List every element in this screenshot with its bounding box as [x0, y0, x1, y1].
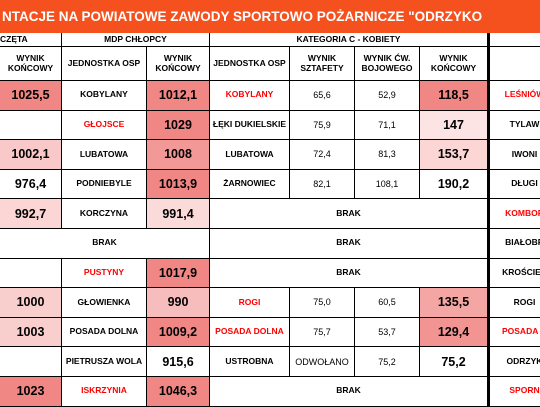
- cell: KOMBOR: [488, 199, 540, 229]
- cell: IWONI: [488, 140, 540, 170]
- cell: 190,2: [420, 169, 488, 200]
- cell: 129,4: [420, 317, 488, 348]
- cell: 915,6: [147, 347, 210, 377]
- cell: [0, 347, 62, 377]
- header-cell: [488, 47, 540, 81]
- column-header: WYNIK KOŃCOWY: [420, 47, 488, 81]
- cell: 1000: [0, 288, 62, 318]
- cell: 75,7: [290, 317, 355, 348]
- cell: 82,1: [290, 169, 355, 200]
- column-header: JEDNOSTKA OSP: [62, 47, 147, 81]
- column-header: WYNIK KOŃCOWY: [0, 47, 62, 81]
- cell: ODRZYK: [488, 347, 540, 377]
- column-header: WYNIK ĆW. BOJOWEGO: [355, 47, 420, 81]
- column-header: WYNIK SZTAFETY: [290, 47, 355, 81]
- cell: 153,7: [420, 140, 488, 170]
- cell: 135,5: [420, 288, 488, 318]
- merged-cell: BRAK: [210, 199, 488, 229]
- cell: 118,5: [420, 81, 488, 111]
- cell: LEŚNIÓW: [488, 81, 540, 111]
- cell: USTROBNA: [210, 347, 290, 377]
- cell: SPORN: [488, 377, 540, 407]
- cell: GŁOWIENKA: [62, 288, 147, 318]
- group-header: MDP CHŁOPCY: [62, 33, 210, 47]
- cell: LUBATOWA: [62, 140, 147, 170]
- cell: KORCZYNA: [62, 199, 147, 229]
- cell: 1013,9: [147, 169, 210, 200]
- cell: 1002,1: [0, 140, 62, 170]
- cell: 71,1: [355, 110, 420, 141]
- cell: POSADA DOLNA: [210, 317, 290, 348]
- cell: ISKRZYNIA: [62, 377, 147, 407]
- cell: ROGI: [210, 288, 290, 318]
- cell: 75,2: [420, 347, 488, 377]
- cell: 991,4: [147, 199, 210, 229]
- column-header: JEDNOSTKA OSP: [210, 47, 290, 81]
- cell: 1023: [0, 377, 62, 407]
- cell: TYLAW: [488, 110, 540, 141]
- cell: 75,0: [290, 288, 355, 318]
- cell: 81,3: [355, 140, 420, 170]
- cell: 1025,5: [0, 81, 62, 111]
- cell: KOBYLANY: [62, 81, 147, 111]
- cell: PODNIEBYLE: [62, 169, 147, 200]
- cell: PIETRUSZA WOLA: [62, 347, 147, 377]
- cell: KROŚCIEN: [488, 258, 540, 289]
- merged-cell: BRAK: [210, 229, 488, 259]
- cell: 1046,3: [147, 377, 210, 407]
- cell: 1012,1: [147, 81, 210, 111]
- cell: 990: [147, 288, 210, 318]
- cell: ŻARNOWIEC: [210, 169, 290, 200]
- cell: 53,7: [355, 317, 420, 348]
- group-header: CZĘTA: [0, 33, 62, 47]
- cell: POSADA G: [488, 317, 540, 348]
- cell: 1029: [147, 110, 210, 141]
- cell: 1009,2: [147, 317, 210, 348]
- cell: 1003: [0, 317, 62, 348]
- cell: PUSTYNY: [62, 258, 147, 289]
- cell: 108,1: [355, 169, 420, 200]
- cell: 992,7: [0, 199, 62, 229]
- merged-cell: BRAK: [210, 377, 488, 407]
- cell: ŁĘKI DUKIELSKIE: [210, 110, 290, 141]
- cell: 976,4: [0, 169, 62, 200]
- title: NTACJE NA POWIATOWE ZAWODY SPORTOWO POŻA…: [0, 0, 540, 33]
- group-header: KATEGORIA C - KOBIETY: [210, 33, 488, 47]
- cell: 60,5: [355, 288, 420, 318]
- cell: KOBYLANY: [210, 81, 290, 111]
- cell: ROGI: [488, 288, 540, 318]
- cell: [0, 258, 62, 289]
- cell: 1017,9: [147, 258, 210, 289]
- cell: 65,6: [290, 81, 355, 111]
- header-cell: [488, 33, 540, 47]
- cell: BIAŁOBR: [488, 229, 540, 259]
- cell: 52,9: [355, 81, 420, 111]
- cell: 75,9: [290, 110, 355, 141]
- cell: 147: [420, 110, 488, 141]
- cell: 1008: [147, 140, 210, 170]
- cell: ODWOŁANO: [290, 347, 355, 377]
- cell: POSADA DOLNA: [62, 317, 147, 348]
- cell: 72,4: [290, 140, 355, 170]
- cell: 75,2: [355, 347, 420, 377]
- cell: LUBATOWA: [210, 140, 290, 170]
- cell: DŁUGI: [488, 169, 540, 200]
- column-header: WYNIK KOŃCOWY: [147, 47, 210, 81]
- merged-cell: BRAK: [0, 229, 210, 259]
- cell: [0, 110, 62, 141]
- cell: GŁOJSCE: [62, 110, 147, 141]
- merged-cell: BRAK: [210, 258, 488, 289]
